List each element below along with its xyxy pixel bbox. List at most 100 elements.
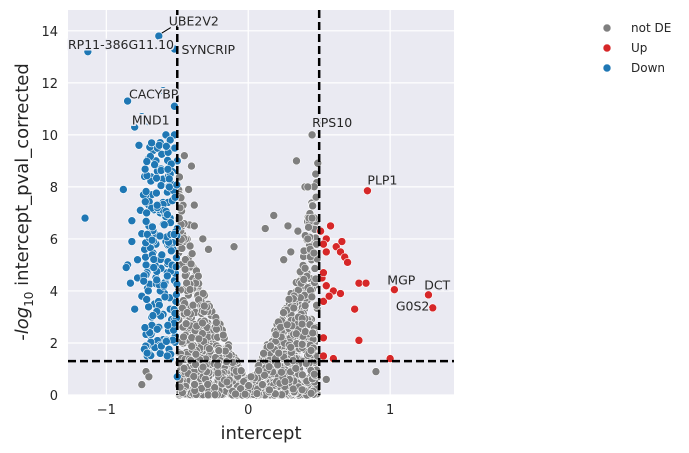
y-tick-label: 12 — [41, 77, 58, 92]
point-down — [142, 208, 151, 218]
point-not-de — [271, 389, 280, 399]
point-down — [152, 188, 161, 198]
point-up — [363, 186, 372, 196]
x-tick-label: 1 — [386, 403, 394, 418]
point-not-de — [184, 185, 193, 194]
y-tick-label: 6 — [50, 233, 58, 248]
point-not-de — [204, 245, 213, 254]
point-not-de — [289, 303, 299, 313]
point-not-de — [181, 255, 190, 264]
point-down — [148, 222, 157, 232]
point-not-de — [260, 370, 269, 380]
point-not-de — [240, 389, 250, 399]
legend-label: Down — [631, 61, 665, 75]
point-not-de — [222, 377, 232, 387]
point-down — [143, 286, 153, 296]
point-not-de — [283, 221, 293, 231]
point-not-de — [231, 389, 240, 399]
point-not-de — [190, 200, 199, 210]
threshold-lines — [68, 10, 454, 395]
point-not-de — [307, 130, 317, 140]
point-not-de — [180, 265, 190, 274]
point-not-de — [181, 319, 191, 329]
point-down — [164, 174, 174, 184]
gene-annotations: UBE2V2 RP11-386G11.10 SYNCRIP CACYBP MND1 RPS… — [67, 12, 453, 315]
point-down — [141, 197, 150, 207]
point-not-de — [191, 349, 201, 359]
point-up — [350, 304, 359, 314]
point-not-de — [269, 211, 279, 220]
point-down — [150, 160, 159, 169]
point-not-de — [187, 161, 196, 171]
point-up — [428, 303, 438, 313]
point-down — [83, 47, 93, 56]
point-not-de — [265, 385, 274, 395]
annotation-label: MGP — [387, 272, 415, 287]
point-not-de — [300, 327, 310, 336]
point-down — [142, 348, 152, 358]
point-down — [158, 86, 168, 95]
point-not-de — [246, 372, 256, 382]
point-not-de — [274, 348, 284, 358]
point-not-de — [254, 366, 263, 375]
point-not-de — [288, 384, 298, 394]
point-not-de — [198, 362, 208, 372]
point-not-de — [286, 342, 296, 352]
point-down — [154, 31, 164, 41]
point-not-de — [210, 390, 220, 400]
point-down — [149, 255, 159, 264]
point-down — [141, 187, 151, 196]
point-down — [142, 157, 152, 166]
point-not-de — [137, 380, 147, 389]
point-up — [336, 289, 345, 298]
point-not-de — [205, 344, 214, 354]
point-not-de — [260, 224, 270, 233]
y-axis-label: -log10 intercept_pval_corrected — [12, 63, 36, 341]
point-up — [337, 237, 347, 246]
point-not-de — [144, 372, 154, 382]
point-not-de — [284, 294, 294, 304]
point-not-de — [244, 381, 253, 390]
point-not-de — [212, 318, 221, 327]
annotation-label: RP11-386G11.10 — [68, 37, 174, 52]
annotation-label: RPS10 — [312, 115, 352, 130]
y-tick-label: 2 — [50, 337, 58, 352]
point-not-de — [311, 169, 321, 179]
point-down — [134, 140, 144, 150]
point-down — [155, 231, 165, 241]
point-down — [165, 182, 174, 192]
point-down — [163, 271, 172, 281]
point-down — [165, 135, 175, 145]
point-down — [152, 275, 162, 285]
point-not-de — [198, 289, 208, 298]
point-not-de — [252, 389, 262, 398]
point-not-de — [198, 318, 207, 328]
point-up — [324, 291, 334, 301]
point-down — [157, 250, 167, 260]
point-down — [152, 173, 161, 183]
point-not-de — [307, 213, 317, 223]
y-tick-label: 4 — [50, 285, 58, 300]
point-down — [144, 117, 154, 127]
point-down — [130, 122, 139, 132]
point-not-de — [282, 320, 292, 330]
point-not-de — [258, 380, 267, 389]
y-tick-label: 0 — [50, 389, 58, 404]
point-not-de — [185, 241, 195, 251]
x-tick-label: −1 — [97, 403, 116, 418]
point-down — [127, 216, 137, 226]
point-up — [321, 247, 331, 257]
point-up — [390, 285, 399, 294]
point-up — [316, 226, 325, 236]
point-down — [148, 311, 158, 320]
point-not-de — [291, 364, 301, 373]
legend-marker — [602, 43, 612, 53]
point-not-de — [304, 223, 313, 232]
x-axis-label: intercept — [221, 423, 302, 444]
point-down — [162, 351, 172, 361]
point-not-de — [236, 384, 245, 393]
y-tick-labels: 0 2 4 6 8 10 12 14 — [41, 25, 58, 404]
point-not-de — [300, 263, 310, 273]
point-down — [163, 164, 173, 174]
